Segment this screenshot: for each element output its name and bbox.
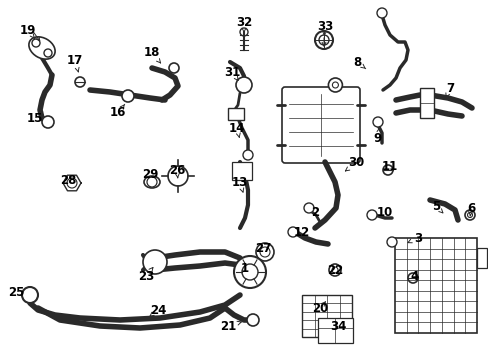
Text: 8: 8 (352, 55, 360, 68)
Text: 23: 23 (138, 270, 154, 283)
Circle shape (407, 273, 417, 283)
Circle shape (169, 63, 179, 73)
Circle shape (318, 35, 328, 45)
Text: 28: 28 (60, 174, 76, 186)
Text: 24: 24 (149, 303, 166, 316)
Text: 1: 1 (241, 261, 248, 274)
Ellipse shape (143, 176, 160, 188)
Bar (394, 238, 476, 333)
Circle shape (243, 150, 252, 160)
Text: 14: 14 (228, 122, 244, 135)
Text: 12: 12 (293, 225, 309, 238)
Circle shape (328, 78, 342, 92)
Text: 33: 33 (316, 19, 332, 32)
Circle shape (287, 227, 297, 237)
Text: 20: 20 (311, 302, 327, 315)
Circle shape (331, 267, 337, 273)
FancyBboxPatch shape (282, 87, 359, 163)
Circle shape (242, 264, 258, 280)
Circle shape (332, 82, 338, 88)
Circle shape (22, 287, 38, 303)
Circle shape (328, 264, 340, 276)
Circle shape (464, 210, 474, 220)
Circle shape (75, 77, 85, 87)
Text: 34: 34 (329, 320, 346, 333)
Circle shape (44, 49, 52, 57)
Circle shape (234, 256, 265, 288)
Ellipse shape (29, 37, 55, 59)
Circle shape (32, 39, 40, 47)
Circle shape (386, 237, 396, 247)
Text: 5: 5 (431, 199, 439, 212)
Circle shape (147, 177, 157, 187)
Text: 27: 27 (254, 242, 270, 255)
Text: 2: 2 (310, 206, 318, 219)
Text: 9: 9 (373, 131, 381, 144)
Circle shape (372, 117, 382, 127)
Text: 7: 7 (445, 81, 453, 94)
Text: 18: 18 (143, 46, 160, 59)
Bar (419, 88, 433, 118)
Bar (227, 108, 244, 120)
Text: 30: 30 (347, 157, 364, 170)
Circle shape (240, 28, 247, 36)
Circle shape (366, 210, 376, 220)
Text: 17: 17 (67, 54, 83, 67)
Text: 10: 10 (376, 207, 392, 220)
Text: 32: 32 (235, 15, 252, 28)
Circle shape (467, 212, 471, 217)
Text: 6: 6 (466, 202, 474, 215)
Text: 22: 22 (326, 264, 343, 276)
Text: 29: 29 (142, 168, 158, 181)
Text: 21: 21 (220, 320, 236, 333)
Circle shape (122, 90, 134, 102)
Circle shape (382, 165, 392, 175)
Circle shape (304, 203, 313, 213)
Circle shape (260, 247, 269, 257)
Circle shape (168, 166, 187, 186)
Text: 19: 19 (20, 23, 36, 36)
Text: 26: 26 (168, 163, 185, 176)
Circle shape (256, 243, 273, 261)
Circle shape (376, 8, 386, 18)
Text: 3: 3 (413, 231, 421, 244)
Circle shape (42, 116, 54, 128)
Text: 16: 16 (110, 107, 126, 120)
Bar (302, 295, 351, 337)
Circle shape (142, 250, 167, 274)
Circle shape (236, 77, 251, 93)
Bar (317, 318, 352, 343)
Text: 31: 31 (224, 66, 240, 78)
Text: 15: 15 (27, 112, 43, 125)
Bar (231, 162, 251, 180)
Circle shape (314, 31, 332, 49)
Text: 4: 4 (410, 270, 418, 283)
Text: 25: 25 (8, 287, 24, 300)
Circle shape (67, 178, 77, 188)
Text: 11: 11 (381, 159, 397, 172)
Text: 13: 13 (231, 176, 247, 189)
Bar (476, 248, 486, 268)
Circle shape (246, 314, 259, 326)
